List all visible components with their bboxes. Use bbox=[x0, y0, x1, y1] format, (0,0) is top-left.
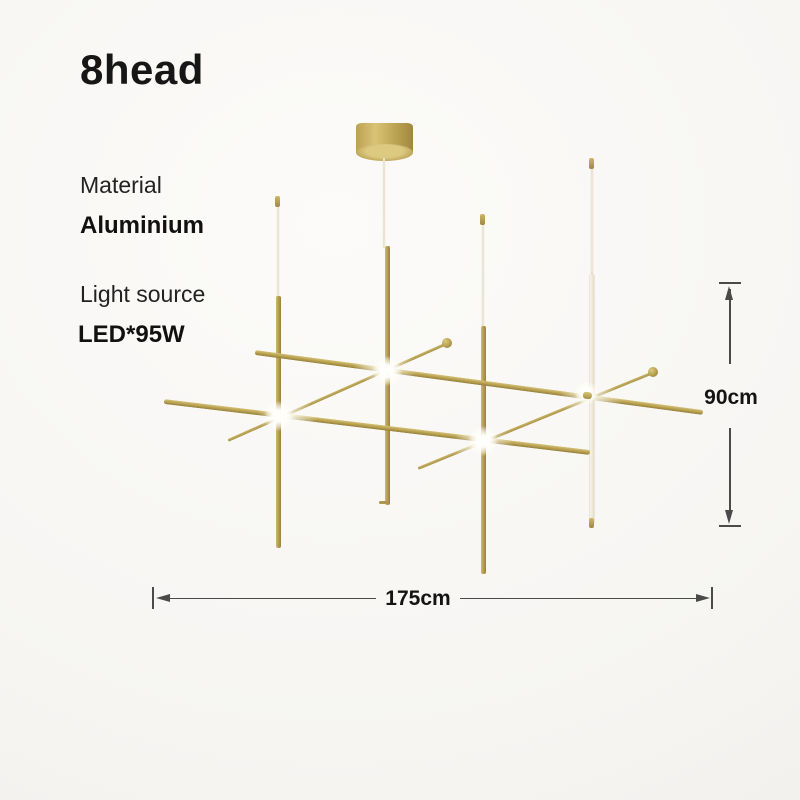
height-dimension-line-upper bbox=[729, 289, 731, 364]
spec-value-light-source: LED*95W bbox=[78, 321, 185, 348]
width-dimension-line-right bbox=[460, 597, 696, 599]
led-node-glow-a bbox=[264, 401, 294, 431]
diagonal-rod-left bbox=[227, 341, 449, 442]
diagonal-rod-right bbox=[417, 370, 654, 470]
cord-tip-left bbox=[275, 196, 280, 207]
tube-4-bottom-tip bbox=[589, 518, 594, 528]
width-dimension-line-left bbox=[160, 597, 376, 599]
horizontal-tube-upper bbox=[254, 350, 704, 415]
height-dimension-top-tick bbox=[719, 282, 741, 284]
height-dimension-line-lower bbox=[729, 428, 731, 510]
height-dimension-bottom-tick bbox=[719, 525, 741, 527]
cord-tip-center-right bbox=[480, 214, 485, 225]
hang-cord-center-right bbox=[482, 224, 484, 328]
tube-2-bottom-cap bbox=[379, 501, 388, 504]
ball-finial-right bbox=[648, 367, 658, 377]
led-node-glow-c bbox=[468, 426, 498, 456]
ball-finial-left bbox=[442, 338, 452, 348]
width-dimension-right-arrow bbox=[696, 593, 710, 602]
width-dimension-label: 175cm bbox=[385, 587, 451, 610]
width-dimension-right-tick bbox=[711, 587, 713, 609]
height-dimension-down-arrow bbox=[725, 510, 733, 524]
node-bead bbox=[582, 391, 593, 400]
cord-tip-right bbox=[589, 158, 594, 169]
spec-value-material: Aluminium bbox=[80, 212, 204, 239]
led-node-glow-b bbox=[372, 356, 402, 386]
horizontal-tube-lower bbox=[163, 399, 591, 456]
spec-label-material: Material bbox=[80, 172, 162, 198]
hang-cord-left bbox=[277, 206, 279, 298]
spec-label-light-source: Light source bbox=[80, 281, 206, 307]
ceiling-canopy-bottom bbox=[356, 144, 413, 161]
height-dimension-label: 90cm bbox=[704, 386, 758, 409]
width-dimension-left-tick bbox=[152, 587, 154, 609]
hang-cord-right bbox=[591, 168, 593, 276]
product-title: 8head bbox=[80, 46, 204, 93]
hang-cord-canopy bbox=[383, 158, 385, 248]
